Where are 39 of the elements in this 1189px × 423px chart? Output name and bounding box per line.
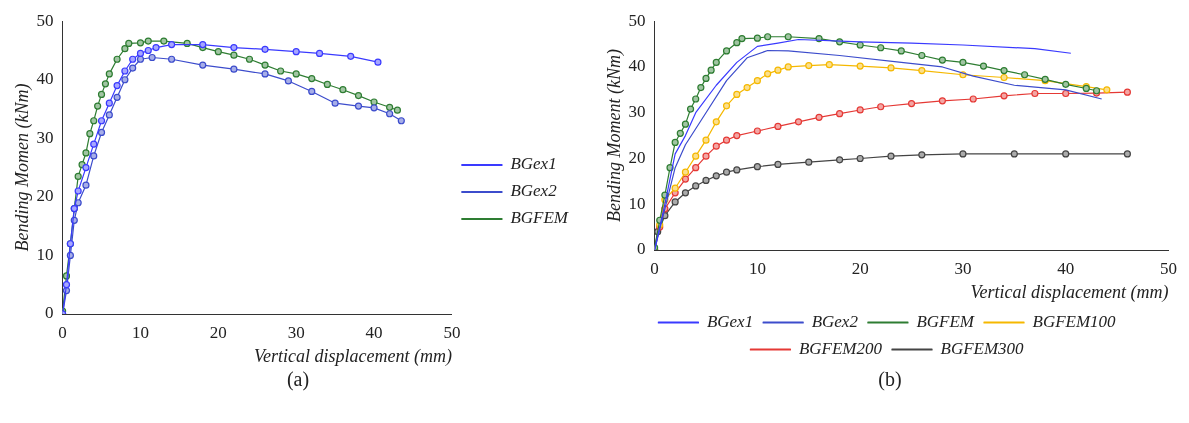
x-tick-label: 50	[443, 322, 461, 342]
x-axis-title: Vertical displacement (mm)	[970, 281, 1169, 303]
y-tick-label: 0	[45, 303, 54, 323]
y-tick-label: 40	[628, 56, 646, 76]
x-tick-label: 0	[650, 258, 659, 278]
x-tick-label: 30	[287, 322, 305, 342]
legend-label: BGFEM	[916, 311, 975, 331]
legend-label: BGFEM100	[1032, 311, 1117, 331]
x-tick-label: 20	[851, 258, 869, 278]
legend-label: BGFEM200	[798, 338, 883, 358]
y-tick-label: 50	[628, 10, 646, 30]
y-tick-label: 30	[628, 102, 646, 122]
y-axis-title: Bending Moment (kNm)	[603, 49, 625, 223]
text: (a)	[285, 368, 311, 391]
y-tick-label: 50	[36, 10, 54, 30]
y-tick-label: 10	[36, 244, 54, 264]
x-tick-label: 0	[58, 322, 67, 342]
y-axis-title: Bending Momen (kNm)	[11, 83, 33, 252]
text: (b)	[877, 368, 903, 391]
y-tick-label: 20	[628, 147, 646, 167]
legend-label: BGFEM300	[940, 338, 1025, 358]
y-tick-label: 0	[637, 239, 646, 259]
legend-label: BGex1	[510, 154, 557, 174]
y-tick-label: 20	[36, 186, 54, 206]
y-tick-label: 10	[628, 193, 646, 213]
legend-label: BGex2	[510, 181, 558, 201]
legend-label: BGex1	[706, 311, 754, 331]
x-tick-label: 10	[131, 322, 149, 342]
legend-label: BGex2	[811, 311, 859, 331]
x-tick-label: 40	[365, 322, 383, 342]
x-tick-label: 40	[1057, 258, 1075, 278]
y-tick-label: 40	[36, 69, 54, 89]
x-axis-title: Vertical displacement (mm)	[253, 345, 452, 367]
x-tick-label: 10	[748, 258, 766, 278]
x-tick-label: 30	[954, 258, 972, 278]
x-tick-label: 50	[1160, 258, 1177, 278]
legend-label: BGFEM	[510, 208, 569, 228]
x-tick-label: 20	[209, 322, 227, 342]
y-tick-label: 30	[36, 127, 54, 147]
